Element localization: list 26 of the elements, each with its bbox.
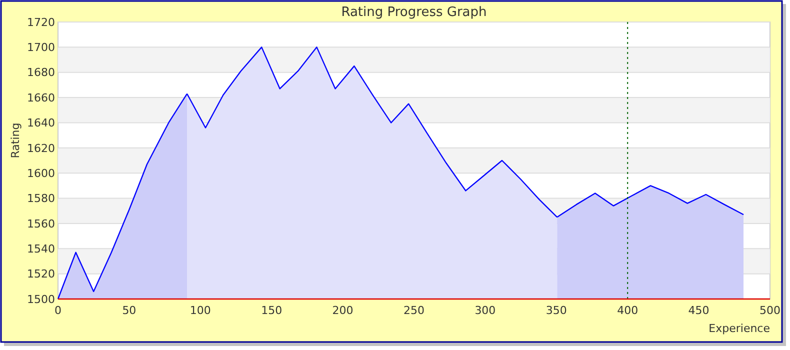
y-tick-label: 1640	[27, 116, 55, 130]
chart-title: Rating Progress Graph	[341, 5, 487, 20]
y-tick-label: 1540	[27, 242, 55, 256]
x-tick-label: 500	[760, 304, 780, 317]
x-tick-label: 400	[617, 304, 638, 317]
y-tick-label: 1500	[27, 292, 55, 306]
y-tick-label: 1600	[27, 166, 55, 180]
x-tick-label: 100	[190, 304, 211, 317]
y-tick-label: 1680	[27, 66, 55, 80]
y-tick-label: 1560	[27, 217, 55, 230]
y-tick-label: 1580	[27, 192, 55, 206]
x-tick-label: 200	[332, 304, 354, 317]
x-tick-label: 300	[474, 304, 496, 317]
x-axis-title: Experience	[708, 322, 770, 335]
y-tick-label: 1700	[27, 41, 55, 54]
y-tick-label: 1660	[27, 91, 55, 104]
x-tick-label: 250	[404, 304, 424, 317]
x-tick-label: 150	[261, 304, 282, 317]
y-axis-title: Rating	[9, 122, 22, 158]
x-tick-label: 450	[688, 304, 710, 317]
y-tick-label: 1620	[27, 142, 55, 155]
x-tick-label: 350	[546, 304, 567, 317]
y-tick-label: 1520	[27, 268, 55, 281]
x-tick-label: 0	[54, 304, 62, 317]
x-tick-label: 50	[122, 304, 136, 317]
y-tick-label: 1720	[27, 16, 55, 29]
